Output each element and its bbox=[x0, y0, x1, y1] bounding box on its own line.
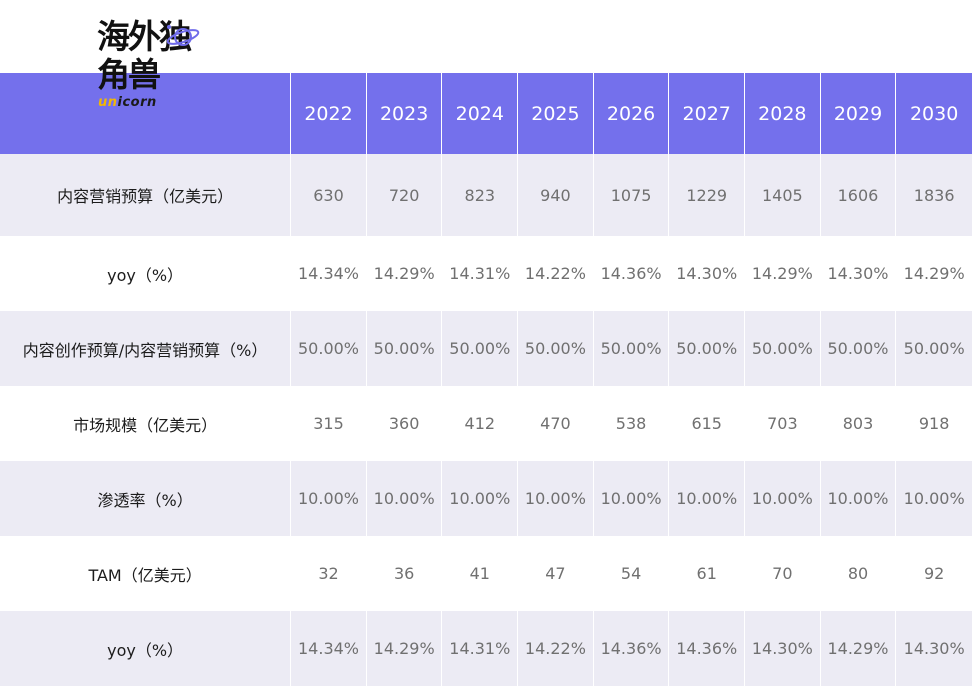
row-label: yoy（%） bbox=[0, 236, 292, 311]
logo-chinese-text: 海外独角兽 bbox=[97, 18, 195, 94]
table-cell: 10.00% bbox=[896, 461, 972, 536]
table-row: 内容创作预算/内容营销预算（%） 50.00% 50.00% 50.00% 50… bbox=[0, 311, 972, 386]
table-cell: 14.30% bbox=[896, 611, 972, 686]
table-row: TAM（亿美元） 32 36 41 47 54 61 70 80 92 bbox=[0, 536, 972, 611]
table-cell: 720 bbox=[366, 154, 443, 236]
table-cell: 70 bbox=[745, 536, 821, 611]
table-cell: 1836 bbox=[896, 154, 972, 236]
year-header: 2030 bbox=[896, 73, 972, 154]
table-cell: 36 bbox=[366, 536, 443, 611]
header-corner-cell bbox=[0, 73, 292, 154]
table-row: yoy（%） 14.34% 14.29% 14.31% 14.22% 14.36… bbox=[0, 236, 972, 311]
table-cell: 14.22% bbox=[518, 236, 594, 311]
table-cell: 14.31% bbox=[442, 236, 519, 311]
table-cell: 14.31% bbox=[442, 611, 519, 686]
table-cell: 538 bbox=[593, 386, 670, 461]
table-cell: 1229 bbox=[669, 154, 746, 236]
row-label: yoy（%） bbox=[0, 611, 292, 686]
unicorn-logo: 海外独角兽 unicorn bbox=[95, 18, 210, 113]
table-cell: 14.34% bbox=[291, 611, 367, 686]
table-cell: 703 bbox=[745, 386, 821, 461]
table-cell: 61 bbox=[669, 536, 746, 611]
row-label: 市场规模（亿美元） bbox=[0, 386, 292, 461]
logo-chinese-wordmark: 海外独角兽 bbox=[97, 17, 192, 94]
year-header: 2029 bbox=[820, 73, 897, 154]
table-cell: 50.00% bbox=[593, 311, 670, 386]
row-label: 内容营销预算（亿美元） bbox=[0, 154, 292, 236]
table-cell: 14.36% bbox=[669, 611, 746, 686]
table-cell: 14.29% bbox=[745, 236, 821, 311]
row-label: TAM（亿美元） bbox=[0, 536, 292, 611]
table-cell: 630 bbox=[291, 154, 367, 236]
table-row: yoy（%） 14.34% 14.29% 14.31% 14.22% 14.36… bbox=[0, 611, 972, 686]
table-cell: 10.00% bbox=[820, 461, 897, 536]
table-cell: 14.22% bbox=[518, 611, 594, 686]
table-cell: 41 bbox=[442, 536, 519, 611]
year-header: 2022 bbox=[291, 73, 367, 154]
table-cell: 10.00% bbox=[366, 461, 443, 536]
table-cell: 14.30% bbox=[669, 236, 746, 311]
table-cell: 50.00% bbox=[442, 311, 519, 386]
table-cell: 50.00% bbox=[518, 311, 594, 386]
table-cell: 10.00% bbox=[593, 461, 670, 536]
year-header: 2028 bbox=[745, 73, 821, 154]
table-cell: 1405 bbox=[745, 154, 821, 236]
row-label: 渗透率（%） bbox=[0, 461, 292, 536]
table-cell: 823 bbox=[442, 154, 519, 236]
table-cell: 470 bbox=[518, 386, 594, 461]
table-cell: 47 bbox=[518, 536, 594, 611]
table-cell: 50.00% bbox=[366, 311, 443, 386]
table-cell: 315 bbox=[291, 386, 367, 461]
table-cell: 10.00% bbox=[518, 461, 594, 536]
table-cell: 14.29% bbox=[896, 236, 972, 311]
table-cell: 54 bbox=[593, 536, 670, 611]
year-header: 2026 bbox=[593, 73, 670, 154]
table-cell: 50.00% bbox=[820, 311, 897, 386]
table-header-row: 2022 2023 2024 2025 2026 2027 2028 2029 … bbox=[0, 73, 972, 154]
table-cell: 50.00% bbox=[896, 311, 972, 386]
logo-english-word: icorn bbox=[117, 95, 157, 110]
table-cell: 918 bbox=[896, 386, 972, 461]
table-cell: 412 bbox=[442, 386, 519, 461]
logo-english-text: unicorn bbox=[98, 95, 157, 110]
table-cell: 803 bbox=[820, 386, 897, 461]
table-cell: 32 bbox=[291, 536, 367, 611]
year-header: 2025 bbox=[518, 73, 594, 154]
table-cell: 14.29% bbox=[366, 611, 443, 686]
table-cell: 92 bbox=[896, 536, 972, 611]
table-cell: 14.36% bbox=[593, 236, 670, 311]
table-cell: 10.00% bbox=[669, 461, 746, 536]
table-cell: 14.30% bbox=[820, 236, 897, 311]
table-row: 市场规模（亿美元） 315 360 412 470 538 615 703 80… bbox=[0, 386, 972, 461]
table-row: 渗透率（%） 10.00% 10.00% 10.00% 10.00% 10.00… bbox=[0, 461, 972, 536]
year-header: 2023 bbox=[366, 73, 443, 154]
table-cell: 10.00% bbox=[745, 461, 821, 536]
table-cell: 1606 bbox=[820, 154, 897, 236]
table-cell: 14.29% bbox=[820, 611, 897, 686]
table-row: 内容营销预算（亿美元） 630 720 823 940 1075 1229 14… bbox=[0, 154, 972, 236]
table-cell: 14.30% bbox=[745, 611, 821, 686]
table-cell: 50.00% bbox=[745, 311, 821, 386]
row-label: 内容创作预算/内容营销预算（%） bbox=[0, 311, 292, 386]
table-cell: 615 bbox=[669, 386, 746, 461]
logo-english-prefix: un bbox=[98, 95, 118, 110]
year-header: 2024 bbox=[442, 73, 519, 154]
table-cell: 14.34% bbox=[291, 236, 367, 311]
table-cell: 360 bbox=[366, 386, 443, 461]
planet-icon bbox=[166, 25, 200, 46]
table-cell: 10.00% bbox=[291, 461, 367, 536]
table-cell: 50.00% bbox=[669, 311, 746, 386]
table-cell: 14.29% bbox=[366, 236, 443, 311]
table-cell: 50.00% bbox=[291, 311, 367, 386]
table-cell: 1075 bbox=[593, 154, 670, 236]
year-header: 2027 bbox=[669, 73, 746, 154]
table-cell: 80 bbox=[820, 536, 897, 611]
table-cell: 14.36% bbox=[593, 611, 670, 686]
table-cell: 940 bbox=[518, 154, 594, 236]
table-cell: 10.00% bbox=[442, 461, 519, 536]
market-size-table: 2022 2023 2024 2025 2026 2027 2028 2029 … bbox=[0, 73, 972, 686]
